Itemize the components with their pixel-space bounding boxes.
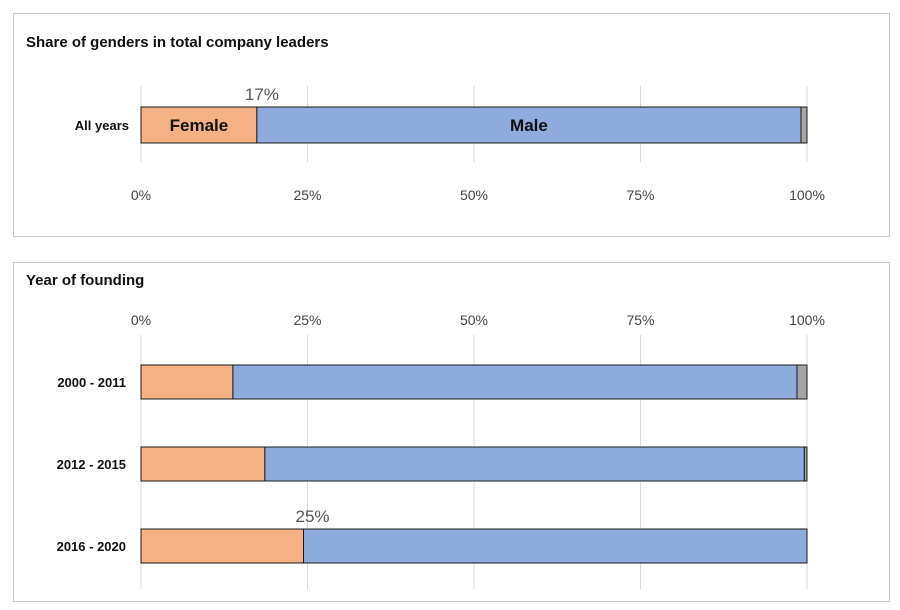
bar-segment-other	[800, 106, 808, 144]
annotation-label: 17%	[245, 85, 279, 104]
category-label: 2000 - 2011	[57, 375, 126, 390]
tick-label: 50%	[460, 312, 488, 328]
tick-label: 25%	[293, 187, 321, 203]
tick-label: 25%	[293, 312, 321, 328]
chart-title: Year of founding	[26, 272, 145, 289]
chart-panel-founding: Year of founding 0% 25% 50% 75% 100% 2000 - 2…	[13, 262, 890, 602]
tick-label: 75%	[626, 187, 654, 203]
tick-label: 0%	[131, 187, 151, 203]
bar-segment-female	[140, 364, 234, 400]
category-label: All years	[75, 118, 129, 133]
tick-label: 0%	[131, 312, 151, 328]
bar-segment-male	[232, 364, 798, 400]
chart-panel-leaders: Share of genders in total company leader…	[13, 13, 890, 237]
bar-segment-male	[256, 106, 802, 144]
bar-segment-female	[140, 446, 266, 482]
bar-segment-male	[264, 446, 805, 482]
segment-label-male: Male	[510, 116, 548, 135]
bar-segment-female	[140, 528, 305, 564]
tick-label: 50%	[460, 187, 488, 203]
bar-segment-other	[796, 364, 808, 400]
bar-segment-other	[803, 446, 808, 482]
tick-label: 75%	[626, 312, 654, 328]
category-label: 2016 - 2020	[57, 539, 126, 554]
annotation-label: 25%	[295, 507, 329, 526]
tick-label: 100%	[789, 312, 825, 328]
segment-label-female: Female	[170, 116, 229, 135]
chart-leaders-svg: 0% 25% 50% 75% 100% All years Female Male 17%	[75, 85, 825, 203]
category-label: 2012 - 2015	[57, 457, 126, 472]
chart-title: Share of genders in total company leader…	[26, 34, 329, 51]
tick-label: 100%	[789, 187, 825, 203]
bar-segment-male	[303, 528, 808, 564]
chart-founding-svg: 0% 25% 50% 75% 100% 2000 - 2011 2012 - 2015 201…	[57, 312, 825, 589]
